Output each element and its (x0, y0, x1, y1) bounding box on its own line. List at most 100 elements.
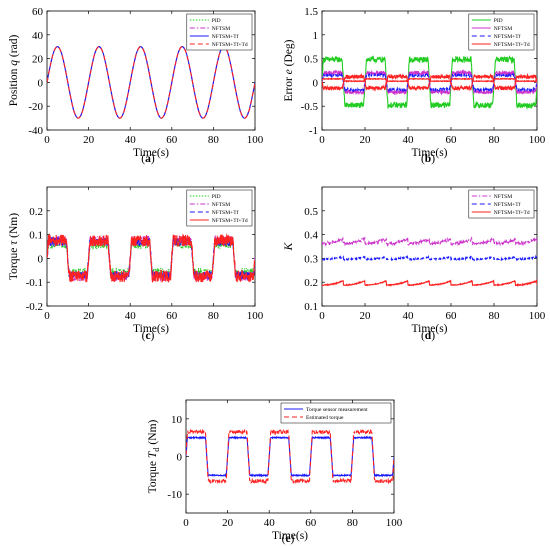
legend-box (468, 189, 535, 219)
y-tick-label: 1.5 (304, 6, 318, 18)
x-axis-label: Time(s) (133, 323, 169, 335)
x-tick-label: 20 (360, 310, 372, 322)
series-line-torque-sensor-measurement (186, 435, 394, 478)
legend-label: NFTSM (494, 26, 512, 32)
chart-panel-b: 0 20 40 60 80 100-1-0.500.511.5PIDNFTSMNFTSM+… (283, 6, 546, 165)
y-tick-label: 0 (177, 452, 183, 464)
legend-label: NFTSM (494, 194, 512, 200)
y-tick-label: -0.1 (26, 277, 43, 289)
legend-label: PID (212, 18, 221, 24)
y-tick-label: -40 (28, 125, 43, 137)
y-tick-label: 20 (32, 54, 44, 66)
legend-label: Estimated torque (306, 415, 344, 421)
legend-label: NFTSM+Tf+Td (212, 217, 248, 224)
x-tick-label: 100 (529, 310, 546, 322)
y-axis-label: K (283, 241, 295, 251)
legend-label: NFTSM+Tf (494, 201, 521, 208)
legend-label: NFTSM+Tf+Td (494, 209, 530, 216)
series-line-estimated-torque (186, 428, 394, 485)
y-tick-label: 0.5 (304, 54, 318, 66)
chart-panel-d: 0 20 40 60 80 1000.10.20.30.40.5NFTSMNFTSM+Tf… (283, 186, 546, 342)
legend-label: PID (494, 18, 503, 24)
y-tick-label: 60 (32, 6, 44, 18)
x-tick-label: 20 (83, 134, 95, 146)
x-tick-label: 80 (489, 134, 501, 146)
chart-panel-a: 0 20 40 60 80 100-40-200204060PIDNFTSMNFTSM+T… (8, 6, 264, 165)
legend-label: NFTSM+Tf (212, 209, 239, 216)
x-axis-label: Time(s) (412, 323, 448, 335)
x-tick-label: 80 (208, 134, 220, 146)
legend: Torque sensor measurement Estimated torqu… (280, 402, 392, 424)
x-tick-label: 100 (247, 310, 264, 322)
series-line-nftsm-tf-td (322, 72, 537, 92)
panel-caption: (d) (421, 330, 435, 342)
y-tick-label: 40 (32, 30, 44, 42)
y-tick-label: 0.4 (304, 230, 318, 242)
x-tick-label: 60 (305, 517, 317, 529)
series-group (186, 428, 394, 485)
panel-caption: (e) (282, 533, 295, 545)
x-tick-label: 0 (319, 310, 325, 322)
x-axis-label: Time(s) (272, 530, 308, 542)
series-line-nftsm-tf-td (47, 46, 255, 119)
series-group (47, 233, 255, 283)
legend-label: Torque sensor measurement (306, 407, 368, 413)
legend-label: NFTSM (212, 202, 230, 208)
y-tick-label: 10 (171, 414, 183, 426)
legend-label: NFTSM+Tf (212, 33, 239, 40)
y-tick-label: 0 (38, 253, 44, 265)
legend-label: NFTSM+Tf+Td (212, 41, 248, 48)
x-tick-label: 60 (446, 310, 458, 322)
panel-caption: (c) (142, 330, 155, 342)
y-tick-label: 0 (313, 77, 319, 89)
y-tick-label: 0.1 (29, 230, 43, 242)
panel-caption: (b) (421, 153, 435, 165)
x-tick-label: 0 (183, 517, 189, 529)
x-tick-label: 0 (44, 310, 50, 322)
y-axis-label: Torque τ (Nm) (8, 213, 20, 280)
series-line-nftsm-tf-td (322, 279, 537, 287)
series-group (322, 236, 537, 287)
x-tick-label: 20 (360, 134, 372, 146)
x-axis-label: Time(s) (412, 147, 448, 159)
x-tick-label: 20 (83, 310, 95, 322)
x-tick-label: 40 (403, 310, 415, 322)
legend-label: NFTSM+Tf+Td (494, 41, 530, 48)
legend-box (280, 402, 392, 424)
y-tick-label: 0.3 (304, 253, 318, 265)
x-tick-label: 40 (403, 134, 415, 146)
x-tick-label: 80 (208, 310, 220, 322)
y-tick-label: -20 (28, 101, 43, 113)
series-line-extra (322, 77, 537, 83)
y-tick-label: -0.5 (301, 101, 319, 113)
x-tick-label: 100 (247, 134, 264, 146)
x-axis-label: Time(s) (133, 147, 169, 159)
legend-label: NFTSM+Tf (494, 33, 521, 40)
x-tick-label: 100 (529, 134, 546, 146)
x-tick-label: 100 (386, 517, 403, 529)
x-tick-label: 40 (125, 310, 137, 322)
chart-panel-e: 0 20 40 60 80 100 -10 0 10 Torque sensor measurem… (147, 399, 403, 545)
x-tick-label: 80 (489, 310, 501, 322)
legend-box (186, 13, 253, 51)
x-tick-label: 40 (125, 134, 137, 146)
y-axis-label: Position q (rad) (8, 35, 20, 107)
x-tick-label: 0 (44, 134, 50, 146)
series-group (47, 46, 255, 119)
y-tick-label: 0 (38, 77, 44, 89)
legend-label: NFTSM (212, 26, 230, 32)
x-tick-label: 80 (347, 517, 359, 529)
x-tick-label: 20 (222, 517, 234, 529)
y-tick-label: 0.1 (304, 301, 318, 313)
y-tick-label: 0.5 (304, 206, 318, 218)
chart-panel-c: 0 20 40 60 80 100-0.2-0.100.10.2PIDNFTSMNFTSM… (8, 186, 264, 342)
x-tick-label: 40 (264, 517, 276, 529)
series-line-nftsm-tf-td (47, 233, 255, 283)
x-tick-label: 60 (166, 310, 178, 322)
panel-caption: (a) (141, 153, 155, 165)
legend-label: PID (212, 194, 221, 200)
